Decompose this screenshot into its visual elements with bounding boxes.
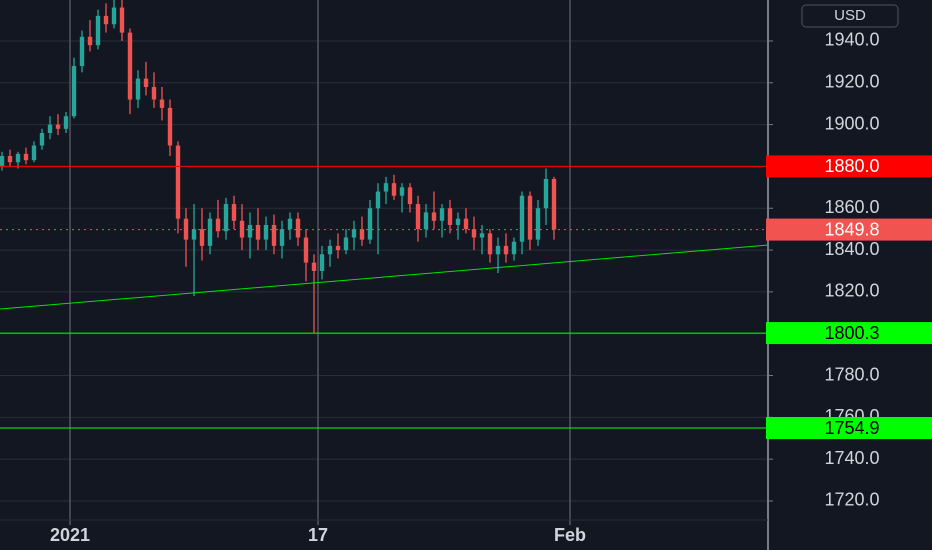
- candle-body: [391, 183, 397, 196]
- candle-body: [63, 116, 69, 129]
- candle-body: [271, 224, 277, 246]
- price-badge: [766, 322, 932, 345]
- candle-body: [439, 208, 445, 221]
- candle-body: [31, 145, 37, 161]
- candle-body: [255, 224, 261, 240]
- candle-body: [223, 204, 229, 232]
- candle-body: [23, 153, 29, 161]
- y-tick-label: 1780.0: [824, 364, 879, 384]
- candle-body: [263, 224, 269, 240]
- candle-body: [479, 233, 485, 238]
- price-label: 1849.8: [824, 219, 879, 239]
- price-badge: [766, 218, 932, 241]
- candle-body: [15, 153, 21, 163]
- candle-body: [455, 218, 461, 225]
- candle-body: [287, 218, 293, 230]
- candle-body: [327, 245, 333, 255]
- candle-body: [423, 212, 429, 230]
- candle-body: [55, 124, 61, 129]
- candle-body: [199, 229, 205, 246]
- candle-body: [103, 15, 109, 25]
- x-tick-label: Feb: [554, 525, 586, 545]
- candle-body: [399, 187, 405, 196]
- candle-body: [415, 204, 421, 230]
- candle-body: [175, 145, 181, 219]
- candle-body: [487, 233, 493, 255]
- candle-body: [39, 132, 45, 146]
- candle-body: [535, 208, 541, 240]
- layer: 1880.0 1849.8 1800.3 1754.9: [0, 155, 932, 440]
- candle-body: [151, 86, 157, 100]
- price-label: 1800.3: [824, 323, 879, 343]
- y-tick-label: 1900.0: [824, 113, 879, 133]
- candle-body: [95, 15, 101, 46]
- candle-body: [463, 218, 469, 230]
- candle-body: [543, 178, 549, 209]
- candle-body: [447, 208, 453, 225]
- candle-body: [7, 155, 13, 163]
- candle-body: [343, 237, 349, 251]
- candle-body: [431, 212, 437, 221]
- candle-body: [143, 78, 149, 87]
- price-label: 1880.0: [824, 156, 879, 176]
- candle-body: [319, 254, 325, 271]
- candle-body: [295, 218, 301, 238]
- y-tick-label: 1840.0: [824, 239, 879, 259]
- candle-body: [303, 237, 309, 263]
- candle-body: [191, 229, 197, 240]
- candle-body: [335, 245, 341, 251]
- candle-body: [311, 262, 317, 271]
- y-tick-label: 1720.0: [824, 490, 879, 510]
- candle-body: [215, 218, 221, 232]
- candle-body: [471, 229, 477, 238]
- x-tick-label: 2021: [50, 525, 90, 545]
- candle-body: [231, 204, 237, 221]
- price-badge: [766, 417, 932, 440]
- candle-body: [359, 229, 365, 240]
- trendline: [0, 244, 769, 310]
- candle-body: [127, 32, 133, 100]
- candle-body: [375, 191, 381, 209]
- candle-body: [407, 187, 413, 205]
- candle-body: [383, 183, 389, 192]
- currency-box[interactable]: [801, 4, 899, 28]
- candle-body: [167, 107, 173, 146]
- y-tick-label: 1740.0: [824, 448, 879, 468]
- x-tick-label: 17: [308, 525, 328, 545]
- candle-body: [527, 195, 533, 240]
- candle-body: [119, 7, 125, 33]
- y-tick-label: 1860.0: [824, 197, 879, 217]
- candle-body: [0, 155, 5, 167]
- candle-body: [519, 195, 525, 242]
- candle-body: [79, 36, 85, 67]
- candle-body: [367, 208, 373, 240]
- candle-body: [247, 224, 253, 238]
- candle-body: [551, 178, 557, 230]
- candle-body: [111, 7, 117, 25]
- candle-body: [71, 66, 77, 117]
- candle-body: [47, 124, 53, 133]
- y-tick-label: 1820.0: [824, 281, 879, 301]
- candle-body: [503, 245, 509, 255]
- price-badge: [766, 155, 932, 178]
- candle-body: [87, 36, 93, 46]
- y-tick-label: 1920.0: [824, 72, 879, 92]
- candle-body: [495, 245, 501, 255]
- currency: USD: [834, 7, 866, 24]
- y-tick-label: 1940.0: [824, 30, 879, 50]
- candle-body: [207, 218, 213, 246]
- candle-body: [135, 78, 141, 100]
- candle-body: [159, 99, 165, 108]
- candle-body: [279, 229, 285, 246]
- price-label: 1754.9: [824, 418, 879, 438]
- candle-body: [351, 229, 357, 238]
- candle-body: [511, 241, 517, 255]
